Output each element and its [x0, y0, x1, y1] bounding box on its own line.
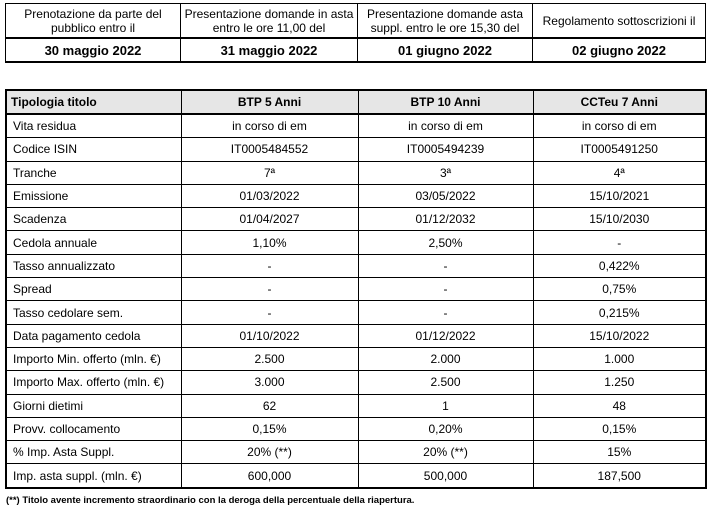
row-value-cell: 01/04/2027 [180, 207, 359, 232]
row-value-cell: - [180, 253, 359, 279]
row-value-cell: 20% (**) [357, 440, 534, 465]
row-value-cell: IT0005491250 [532, 137, 707, 162]
table-row: % Imp. Asta Suppl. 20% (**) 20% (**) 15% [5, 440, 707, 465]
row-value-cell: 4ª [532, 160, 707, 185]
table-row: Spread - -0,75% [5, 277, 707, 302]
row-value-cell: 3.000 [180, 370, 359, 395]
row-value-cell: 2.000 [357, 346, 534, 372]
row-value-cell: 3ª [357, 160, 534, 185]
row-value-cell: 0,215% [532, 300, 707, 325]
row-label-cell: % Imp. Asta Suppl. [5, 440, 182, 465]
date-value-prenotazione: 30 maggio 2022 [5, 37, 181, 63]
row-value-cell: 62 [180, 393, 359, 418]
row-value-cell: 15/10/2030 [532, 207, 707, 232]
header-security-cell: BTP 10 Anni [357, 89, 534, 115]
row-value-cell: 0,15% [180, 416, 359, 442]
row-label-cell: Data pagamento cedola [5, 323, 182, 348]
row-value-cell: 2,50% [357, 230, 534, 255]
row-value-cell: 2.500 [357, 370, 534, 395]
date-desc-regolamento: Regolamento sottoscrizioni il [532, 3, 706, 39]
row-value-cell: 15/10/2022 [532, 323, 707, 348]
table-row: Data pagamento cedola 01/10/2022 01/12/202… [5, 323, 707, 348]
row-value-cell: 48 [532, 393, 707, 418]
row-value-cell: 600,000 [180, 463, 359, 489]
row-label-cell: Vita residua [5, 113, 182, 139]
header-label-cell: Tipologia titolo [5, 89, 182, 115]
table-row: Tasso cedolare sem. - -0,215% [5, 300, 707, 325]
row-value-cell: 0,20% [357, 416, 534, 442]
date-desc-prenotazione: Prenotazione da parte del pubblico entro… [5, 3, 181, 39]
table-row: Tranche 7ª 3ª 4ª [5, 160, 707, 185]
row-label-cell: Scadenza [5, 207, 182, 232]
row-label-cell: Emissione [5, 183, 182, 209]
row-value-cell: IT0005484552 [180, 137, 359, 162]
table-row: Importo Max. offerto (mln. €) 3.000 2.500 1… [5, 370, 707, 395]
row-value-cell: in corso di em [180, 113, 359, 139]
row-value-cell: 15% [532, 440, 707, 465]
footnote: (**) Titolo avente incremento straordina… [6, 495, 415, 506]
row-value-cell: 2.500 [180, 346, 359, 372]
table-header-row: Tipologia titolo BTP 5 Anni BTP 10 Anni CCT… [5, 89, 707, 115]
row-value-cell: - [532, 230, 707, 255]
row-value-cell: 01/12/2022 [357, 323, 534, 348]
row-label-cell: Spread [5, 277, 182, 302]
row-label-cell: Provv. collocamento [5, 416, 182, 442]
table-row: Codice ISIN IT0005484552 IT0005494239 IT000… [5, 137, 707, 162]
row-value-cell: in corso di em [532, 113, 707, 139]
row-label-cell: Cedola annuale [5, 230, 182, 255]
row-value-cell: - [357, 300, 534, 325]
row-label-cell: Codice ISIN [5, 137, 182, 162]
row-value-cell: 1,10% [180, 230, 359, 255]
row-value-cell: IT0005494239 [357, 137, 534, 162]
table-row: Importo Min. offerto (mln. €) 2.500 2.000 1… [5, 346, 707, 372]
table-row: Giorni dietimi 62 1 48 [5, 393, 707, 418]
row-value-cell: 187,500 [532, 463, 707, 489]
row-value-cell: - [357, 277, 534, 302]
row-value-cell: 0,75% [532, 277, 707, 302]
row-value-cell: 0,15% [532, 416, 707, 442]
row-label-cell: Imp. asta suppl. (mln. €) [5, 463, 182, 489]
row-value-cell: 7ª [180, 160, 359, 185]
row-value-cell: 01/10/2022 [180, 323, 359, 348]
date-value-regolamento: 02 giugno 2022 [532, 37, 706, 63]
date-value-asta: 31 maggio 2022 [180, 37, 358, 63]
table-row: Scadenza 01/04/2027 01/12/2032 15/10/2030 [5, 207, 707, 232]
row-value-cell: - [180, 277, 359, 302]
dates-value-row: 30 maggio 2022 31 maggio 2022 01 giugno … [5, 37, 706, 63]
row-value-cell: 0,422% [532, 253, 707, 279]
securities-table: Tipologia titolo BTP 5 Anni BTP 10 Anni CCT… [5, 89, 707, 489]
row-label-cell: Tranche [5, 160, 182, 185]
date-value-asta-suppl: 01 giugno 2022 [357, 37, 533, 63]
date-desc-asta: Presentazione domande in asta entro le o… [180, 3, 358, 39]
row-value-cell: in corso di em [357, 113, 534, 139]
row-label-cell: Tasso cedolare sem. [5, 300, 182, 325]
header-security-cell: BTP 5 Anni [180, 89, 359, 115]
row-value-cell: 1 [357, 393, 534, 418]
table-row: Emissione 01/03/2022 03/05/2022 15/10/2021 [5, 183, 707, 209]
table-row: Tasso annualizzato - -0,422% [5, 253, 707, 279]
table-row: Imp. asta suppl. (mln. €) 600,000 500,000 1… [5, 463, 707, 489]
row-value-cell: 500,000 [357, 463, 534, 489]
row-value-cell: 15/10/2021 [532, 183, 707, 209]
row-value-cell: 01/12/2032 [357, 207, 534, 232]
row-value-cell: 1.000 [532, 346, 707, 372]
row-value-cell: - [357, 253, 534, 279]
table-row: Provv. collocamento 0,15% 0,20% 0,15% [5, 416, 707, 442]
row-label-cell: Importo Min. offerto (mln. €) [5, 346, 182, 372]
row-value-cell: 01/03/2022 [180, 183, 359, 209]
table-row: Vita residua in corso di em in corso di em… [5, 113, 707, 139]
row-value-cell: - [180, 300, 359, 325]
header-security-cell: CCTeu 7 Anni [532, 89, 707, 115]
row-value-cell: 20% (**) [180, 440, 359, 465]
row-label-cell: Tasso annualizzato [5, 253, 182, 279]
row-label-cell: Importo Max. offerto (mln. €) [5, 370, 182, 395]
row-label-cell: Giorni dietimi [5, 393, 182, 418]
auction-dates-table: Prenotazione da parte del pubblico entro… [5, 3, 706, 63]
dates-description-row: Prenotazione da parte del pubblico entro… [5, 3, 706, 39]
date-desc-asta-suppl: Presentazione domande asta suppl. entro … [357, 3, 533, 39]
row-value-cell: 03/05/2022 [357, 183, 534, 209]
table-row: Cedola annuale 1,10% 2,50% - [5, 230, 707, 255]
row-value-cell: 1.250 [532, 370, 707, 395]
